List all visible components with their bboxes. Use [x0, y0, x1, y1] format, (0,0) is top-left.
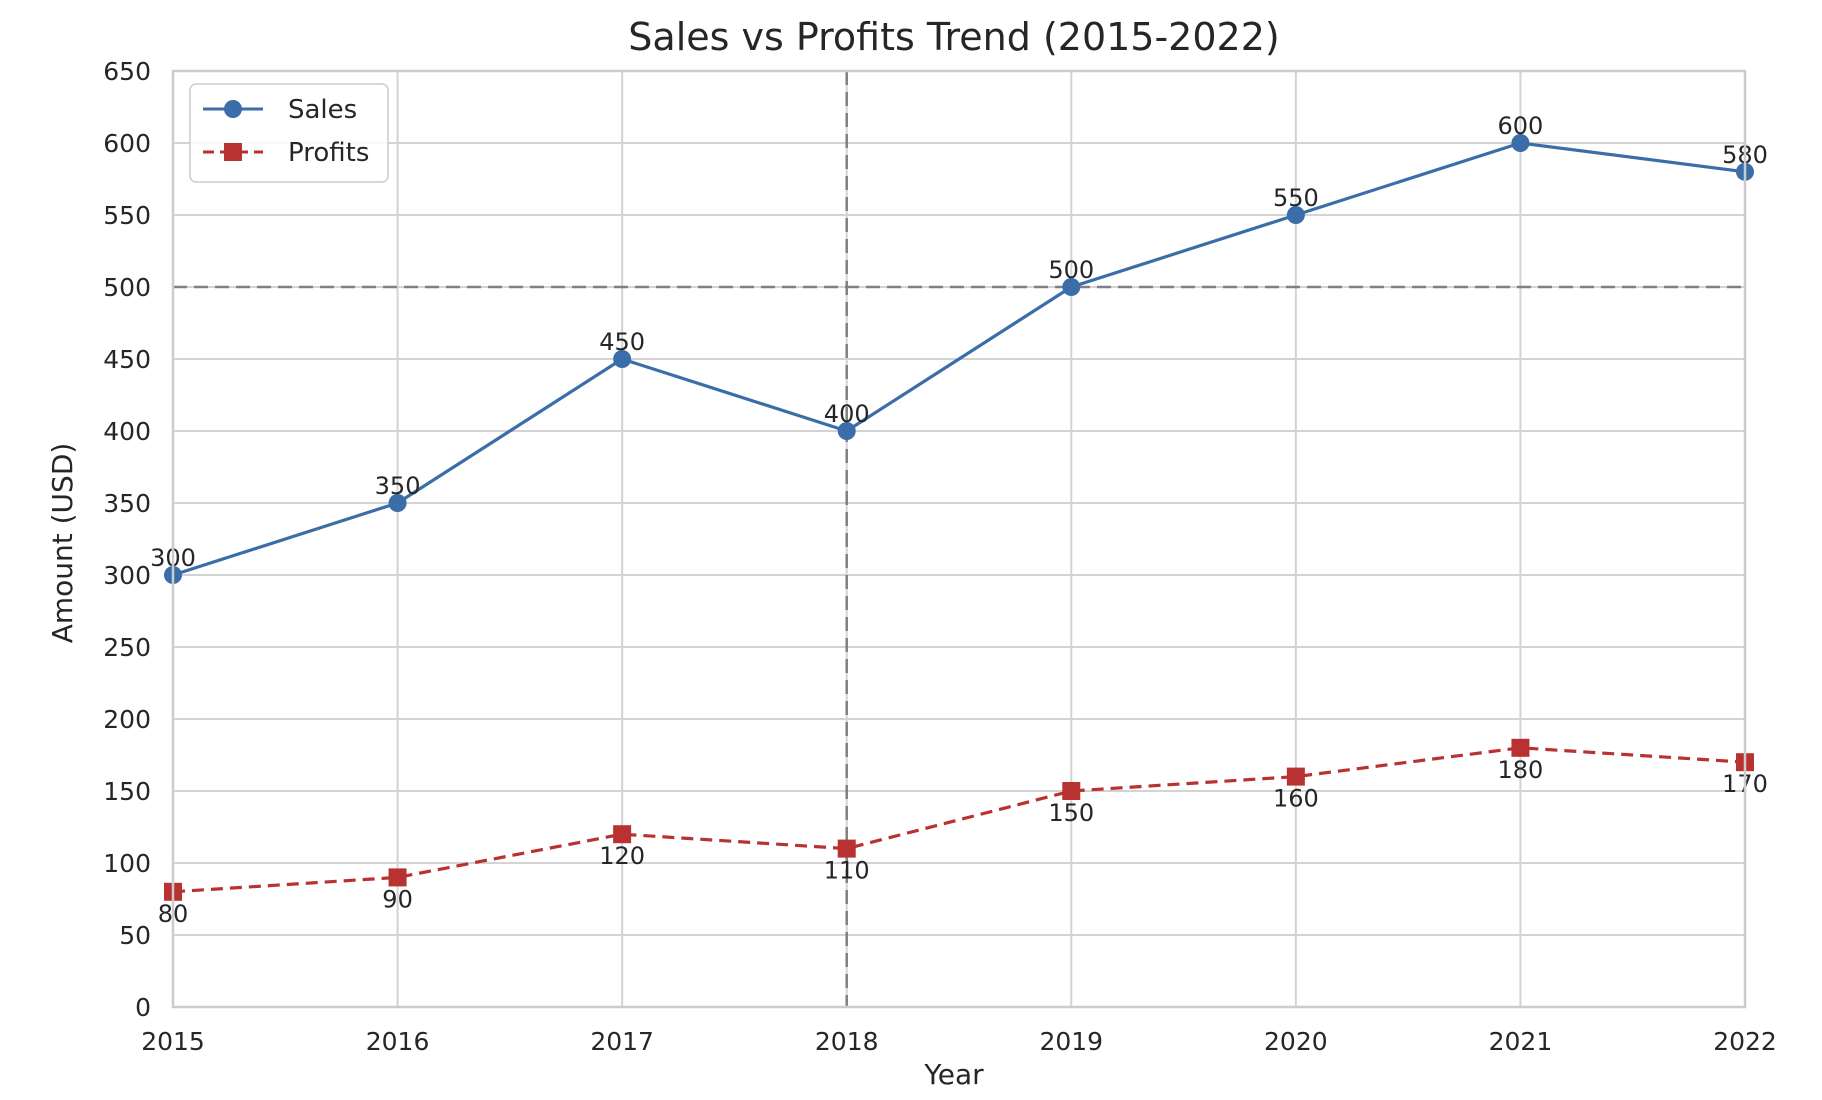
- y-tick-label-250: 250: [103, 633, 151, 662]
- legend-sales-marker: [224, 100, 242, 118]
- data-label-profits-2016: 90: [382, 885, 413, 913]
- x-axis-label: Year: [923, 1058, 984, 1091]
- y-tick-label-50: 50: [119, 921, 151, 950]
- y-tick-label-150: 150: [103, 777, 151, 806]
- y-tick-label-500: 500: [103, 273, 151, 302]
- series-line-sales: [172, 141, 1746, 577]
- x-tick-label-2020: 2020: [1264, 1027, 1328, 1056]
- x-tick-label-2019: 2019: [1039, 1027, 1103, 1056]
- y-axis-label: Amount (USD): [46, 443, 79, 644]
- point-sales-2019: [1062, 278, 1081, 296]
- y-tick-label-350: 350: [103, 489, 151, 518]
- y-tick-label-600: 600: [103, 129, 151, 158]
- x-tick-label-2021: 2021: [1489, 1027, 1553, 1056]
- point-sales-2017: [613, 350, 632, 368]
- y-tick-label-400: 400: [103, 417, 151, 446]
- data-label-profits-2018: 110: [824, 857, 870, 885]
- point-profits-2018: [837, 839, 856, 858]
- data-label-sales-2020: 550: [1273, 184, 1319, 212]
- series-sales: [164, 134, 1754, 584]
- data-label-profits-2017: 120: [599, 842, 645, 870]
- x-tick-label-2022: 2022: [1713, 1027, 1777, 1056]
- series-profits: [164, 738, 1754, 901]
- legend-profits-label: Profits: [288, 138, 369, 168]
- point-profits-2020: [1286, 767, 1305, 786]
- y-tick-label-200: 200: [103, 705, 151, 734]
- y-tick-label-300: 300: [103, 561, 151, 590]
- point-profits-2019: [1062, 782, 1081, 800]
- legend-sales-label: Sales: [288, 95, 357, 125]
- data-label-profits-2019: 150: [1048, 799, 1094, 827]
- x-tick-label-2017: 2017: [590, 1027, 654, 1056]
- point-profits-2021: [1511, 738, 1530, 757]
- legend: Sales Profits: [189, 83, 389, 183]
- data-label-sales-2021: 600: [1498, 112, 1544, 140]
- plot-area-frame: [171, 69, 1747, 1009]
- point-sales-2020: [1286, 206, 1305, 224]
- y-tick-label-100: 100: [103, 849, 151, 878]
- x-tick-label-2018: 2018: [815, 1027, 879, 1056]
- point-sales-2018: [837, 422, 856, 440]
- point-profits-2016: [388, 868, 407, 887]
- data-label-profits-2021: 180: [1498, 756, 1544, 784]
- y-tick-label-450: 450: [103, 345, 151, 374]
- legend-profits-marker: [224, 143, 242, 161]
- data-label-sales-2019: 500: [1048, 256, 1094, 284]
- y-tick-label-550: 550: [103, 201, 151, 230]
- x-tick-label-2016: 2016: [366, 1027, 430, 1056]
- point-sales-2021: [1511, 134, 1530, 152]
- y-tick-label-650: 650: [103, 57, 151, 86]
- data-label-sales-2017: 450: [599, 328, 645, 356]
- data-label-profits-2020: 160: [1273, 785, 1319, 813]
- data-label-sales-2018: 400: [824, 400, 870, 428]
- chart-title: Sales vs Profits Trend (2015-2022): [628, 15, 1279, 59]
- data-series: [164, 134, 1754, 901]
- y-tick-label-0: 0: [135, 993, 151, 1022]
- x-tick-label-2015: 2015: [141, 1027, 205, 1056]
- point-sales-2016: [388, 494, 407, 512]
- data-label-sales-2016: 350: [375, 472, 421, 500]
- y-axis-ticks: 0 50 100 150 200 250 300 350 400 450 500 550 600 650: [103, 57, 151, 1022]
- point-profits-2017: [613, 825, 632, 844]
- x-axis-ticks: 2015 2016 2017 2018 2019 2020 2021 2022: [141, 1027, 1777, 1056]
